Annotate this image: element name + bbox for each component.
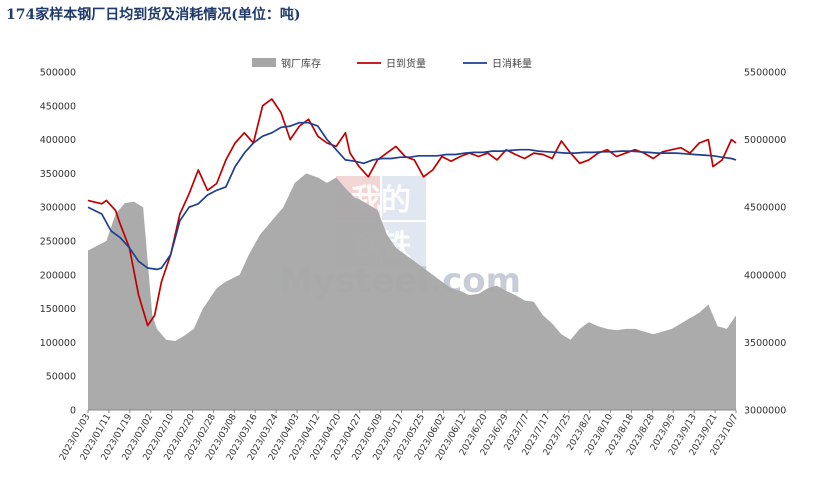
area-layer (88, 173, 736, 410)
y-left-tick-label: 350000 (40, 169, 76, 180)
y-right-tick-label: 3500000 (744, 338, 786, 349)
y-left-tick-label: 250000 (40, 237, 76, 248)
consumption-line (87, 121, 737, 271)
y-left-tick-label: 200000 (40, 270, 76, 281)
y-right-tick-label: 5500000 (744, 68, 786, 79)
y-left-tick-label: 0 (70, 406, 76, 417)
y-left-tick-label: 450000 (40, 101, 76, 112)
legend-inventory-swatch (252, 58, 276, 67)
legend: 钢厂库存 日到货量 日消耗量 (252, 57, 532, 70)
y-right-tick-label: 4500000 (744, 203, 786, 214)
arrival-line (87, 98, 737, 327)
y-left-tick-label: 150000 (40, 304, 76, 315)
legend-arrival-label: 日到货量 (386, 57, 426, 70)
watermark-tile-2 (382, 176, 426, 220)
y-right-tick-label: 4000000 (744, 270, 786, 281)
inventory-area (88, 173, 736, 410)
legend-inventory-label: 钢厂库存 (281, 57, 321, 70)
line-layer (87, 98, 737, 327)
y-right-tick-label: 5000000 (744, 135, 786, 146)
chart-title: 174家样本钢厂日均到货及消耗情况(单位：吨) (6, 7, 301, 23)
y-left-tick-label: 50000 (46, 372, 76, 383)
y-left-tick-label: 500000 (40, 68, 76, 79)
legend-consumption-label: 日消耗量 (492, 57, 532, 70)
y-right-tick-label: 3000000 (744, 406, 786, 417)
y-left-tick-label: 100000 (40, 338, 76, 349)
y-left-tick-label: 300000 (40, 203, 76, 214)
y-left-tick-label: 400000 (40, 135, 76, 146)
